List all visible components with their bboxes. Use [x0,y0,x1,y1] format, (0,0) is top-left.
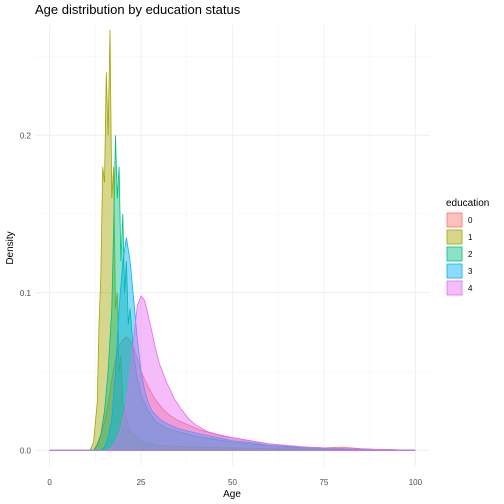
grid [35,25,430,466]
y-tick-label: 0.0 [20,446,32,455]
x-tick-label: 0 [47,478,52,487]
legend-label-4: 4 [468,284,473,293]
y-tick-label: 0.2 [20,131,32,140]
legend-title: education [446,198,489,209]
legend-key-1 [446,229,463,245]
density-area-2 [49,135,416,451]
x-axis-title: Age [223,489,241,500]
legend-key-2 [446,246,463,262]
legend-label-1: 1 [468,233,473,242]
legend-label-3: 3 [468,267,473,276]
chart-title: Age distribution by education status [35,2,241,17]
x-tick-label: 100 [409,478,423,487]
density-area-1 [49,29,416,451]
x-tick-label: 75 [319,478,328,487]
legend-key-0 [446,212,463,228]
legend-label-2: 2 [468,250,473,259]
legend-key-3 [446,263,463,279]
x-axis-ticks: 0 25 50 75 100 [47,478,422,487]
density-area-3 [49,237,416,451]
density-areas [49,29,416,451]
x-tick-label: 50 [228,478,237,487]
legend: education 0 1 2 3 4 [446,198,489,296]
y-axis-ticks: 0.0 0.1 0.2 [20,131,32,455]
legend-key-4 [446,280,463,296]
y-axis-title: Density [5,231,16,264]
density-area-4 [49,295,416,451]
legend-label-0: 0 [468,216,473,225]
y-tick-label: 0.1 [20,289,32,298]
x-tick-label: 25 [137,478,146,487]
